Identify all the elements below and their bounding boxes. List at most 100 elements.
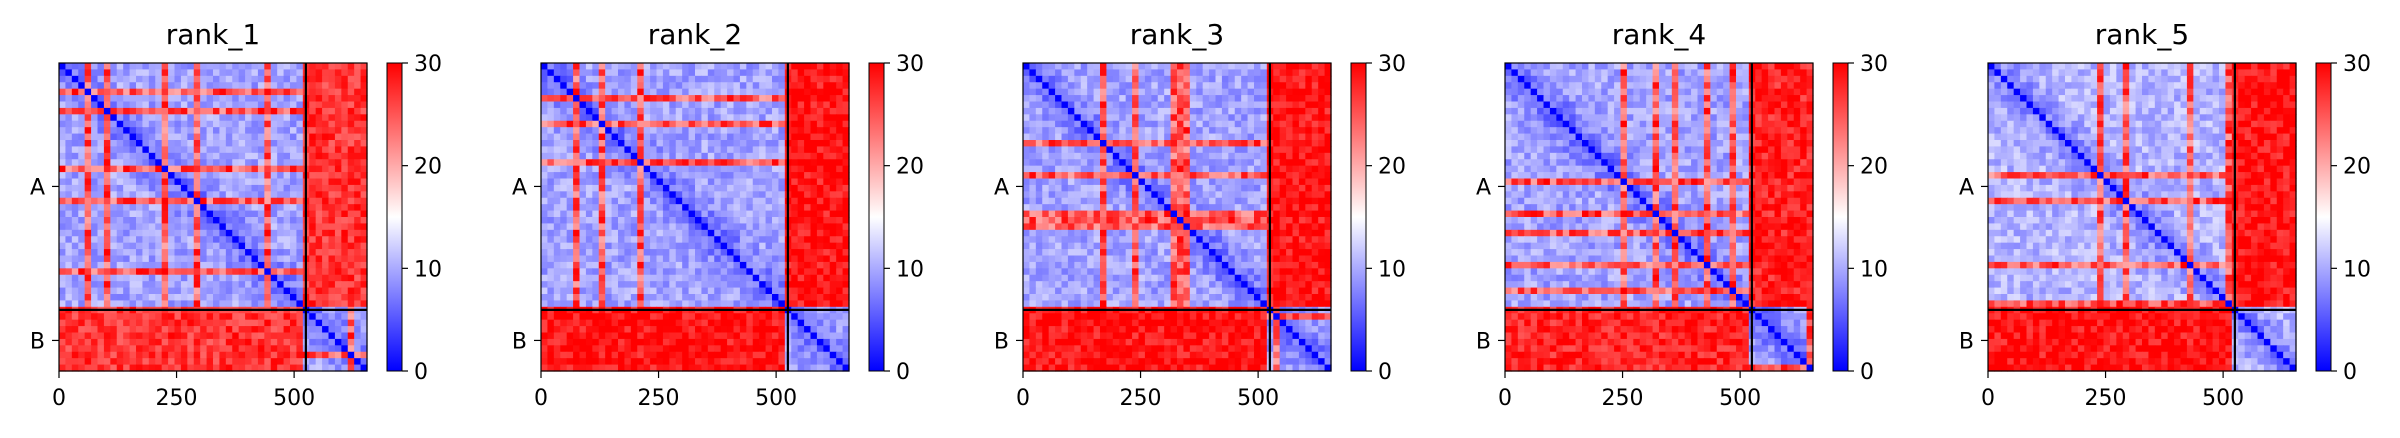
heatmap-cell [553, 88, 561, 96]
heatmap-cell [322, 358, 330, 366]
heatmap-cell [791, 95, 799, 103]
heatmap-cell [97, 313, 105, 321]
heatmap-cell [765, 249, 773, 257]
heatmap-cell [836, 313, 844, 321]
heatmap-cell [84, 63, 92, 71]
heatmap-cell [553, 249, 561, 257]
heatmap-cell [566, 249, 574, 257]
heatmap-cell [193, 82, 201, 90]
heatmap-cell [91, 287, 99, 295]
heatmap-cell [277, 345, 285, 353]
heatmap-cell [650, 159, 658, 167]
heatmap-cell [759, 75, 767, 83]
heatmap-cell [675, 300, 683, 308]
heatmap-cell [103, 146, 111, 154]
heatmap-cell [797, 294, 805, 302]
heatmap-cell [148, 255, 156, 263]
heatmap-cell [354, 107, 362, 115]
heatmap-cell [579, 261, 587, 269]
heatmap-cell [675, 172, 683, 180]
heatmap-cell [1029, 101, 1037, 109]
heatmap-cell [605, 274, 613, 282]
heatmap-cell [810, 152, 818, 160]
heatmap-cell [354, 300, 362, 308]
heatmap-cell [1286, 95, 1294, 103]
heatmap-cell [328, 82, 336, 90]
heatmap-cell [309, 133, 317, 141]
heatmap-cell [180, 338, 188, 346]
heatmap-cell [675, 159, 683, 167]
heatmap-cell [270, 107, 278, 115]
heatmap-cell [791, 127, 799, 135]
heatmap-cell [296, 313, 304, 321]
heatmap-cell [200, 358, 208, 366]
heatmap-cell [78, 338, 86, 346]
heatmap-cell [328, 268, 336, 276]
heatmap-cell [219, 204, 227, 212]
heatmap-cell [643, 364, 651, 372]
heatmap-cell [733, 268, 741, 276]
heatmap-cell [1138, 88, 1146, 96]
heatmap-cell [315, 223, 323, 231]
heatmap-cell [161, 172, 169, 180]
heatmap-cell [547, 204, 555, 212]
heatmap-cell [605, 242, 613, 250]
heatmap-cell [270, 300, 278, 308]
heatmap-cell [656, 332, 664, 340]
heatmap-cell [1305, 69, 1313, 77]
heatmap-cell [59, 184, 67, 192]
heatmap-cell [103, 242, 111, 250]
heatmap-cell [797, 95, 805, 103]
heatmap-cell [778, 120, 786, 128]
heatmap-cell [579, 300, 587, 308]
heatmap-cell [618, 140, 626, 148]
heatmap-cell [759, 281, 767, 289]
heatmap-cell [257, 338, 265, 346]
heatmap-cell [1324, 69, 1332, 77]
heatmap-cell [579, 69, 587, 77]
heatmap-cell [103, 217, 111, 225]
heatmap-cell [84, 345, 92, 353]
heatmap-cell [161, 197, 169, 205]
heatmap-cell [168, 249, 176, 257]
heatmap-cell [791, 351, 799, 359]
heatmap-cell [78, 184, 86, 192]
heatmap-cell [791, 152, 799, 160]
heatmap-cell [605, 178, 613, 186]
heatmap-cell [277, 358, 285, 366]
heatmap-cell [78, 107, 86, 115]
heatmap-cell [579, 223, 587, 231]
heatmap-cell [695, 345, 703, 353]
heatmap-cell [225, 107, 233, 115]
heatmap-cell [541, 300, 549, 308]
heatmap-cell [707, 95, 715, 103]
heatmap-cell [225, 120, 233, 128]
heatmap-cell [739, 140, 747, 148]
heatmap-cell [765, 191, 773, 199]
heatmap-cell [573, 217, 581, 225]
heatmap-cell [84, 82, 92, 90]
heatmap-cell [778, 204, 786, 212]
heatmap-cell [816, 332, 824, 340]
heatmap-cell [110, 63, 118, 71]
heatmap-cell [315, 95, 323, 103]
heatmap-cell [656, 95, 664, 103]
heatmap-cell [238, 332, 246, 340]
heatmap-cell [193, 268, 201, 276]
heatmap-cell [675, 197, 683, 205]
heatmap-cell [637, 172, 645, 180]
heatmap-cell [656, 326, 664, 334]
heatmap-cell [116, 101, 124, 109]
heatmap-cell [720, 133, 728, 141]
heatmap-cell [772, 69, 780, 77]
heatmap-cell [618, 159, 626, 167]
heatmap-cell [309, 332, 317, 340]
heatmap-cell [59, 127, 67, 135]
heatmap-cell [65, 210, 73, 218]
heatmap-cell [662, 268, 670, 276]
heatmap-cell [823, 319, 831, 327]
heatmap-cell [707, 114, 715, 122]
heatmap-cell [669, 249, 677, 257]
heatmap-cell [200, 140, 208, 148]
heatmap-cell [347, 351, 355, 359]
